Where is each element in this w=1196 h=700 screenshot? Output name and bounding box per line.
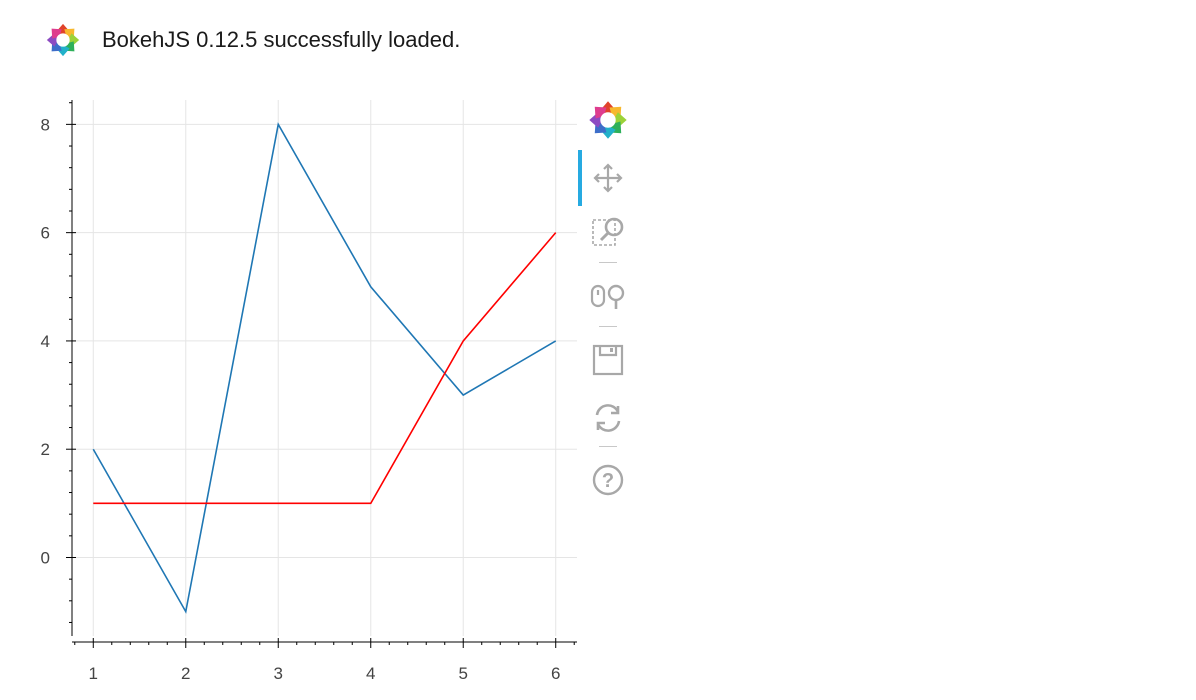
y-tick-label: 0: [41, 548, 50, 567]
save-icon: [592, 344, 624, 376]
help-icon: ?: [592, 464, 624, 496]
series-lines: [92, 122, 557, 614]
toolbar-separator: [599, 326, 617, 327]
box-zoom-icon: [592, 217, 624, 246]
pan-tool-button[interactable]: [588, 158, 628, 198]
pan-icon: [593, 163, 623, 193]
bokeh-logo-link[interactable]: [586, 98, 630, 142]
load-banner: BokehJS 0.12.5 successfully loaded.: [44, 18, 460, 62]
series-line-1: [92, 122, 557, 614]
x-tick-label: 3: [274, 664, 283, 683]
plot-background: [72, 100, 577, 636]
toolbar-separator: [599, 446, 617, 447]
series-line-2: [93, 232, 557, 505]
x-tick-label: 1: [89, 664, 98, 683]
bokeh-logo-icon: [46, 23, 80, 57]
y-axis: 0 2 4 6 8: [41, 102, 76, 623]
svg-text:?: ?: [602, 470, 614, 492]
y-tick-label: 4: [41, 332, 50, 351]
active-tool-indicator: [578, 150, 582, 206]
banner-text: BokehJS 0.12.5 successfully loaded.: [102, 27, 461, 52]
box-zoom-tool-button[interactable]: [588, 212, 628, 252]
toolbar-separator: [599, 262, 617, 263]
reset-tool-button[interactable]: [588, 398, 628, 438]
grid-lines: [72, 100, 577, 636]
bokeh-logo-icon: [589, 101, 627, 139]
x-tick-label: 2: [181, 664, 190, 683]
y-tick-label: 8: [41, 115, 50, 134]
x-tick-label: 4: [366, 664, 375, 683]
plot-toolbar: ?: [578, 96, 628, 516]
y-tick-label: 2: [41, 440, 50, 459]
x-tick-label: 5: [459, 664, 468, 683]
help-tool-button[interactable]: ?: [588, 460, 628, 500]
wheel-zoom-tool-button[interactable]: [588, 276, 628, 316]
x-axis: 1 2 3 4 5 6: [74, 638, 575, 683]
line-plot[interactable]: 0 2 4 6 8 1 2 3 4 5 6: [0, 88, 580, 698]
reset-icon: [595, 404, 621, 432]
y-tick-label: 6: [41, 224, 50, 243]
save-tool-button[interactable]: [588, 340, 628, 380]
wheel-zoom-icon: [590, 284, 625, 309]
x-tick-label: 6: [551, 664, 560, 683]
